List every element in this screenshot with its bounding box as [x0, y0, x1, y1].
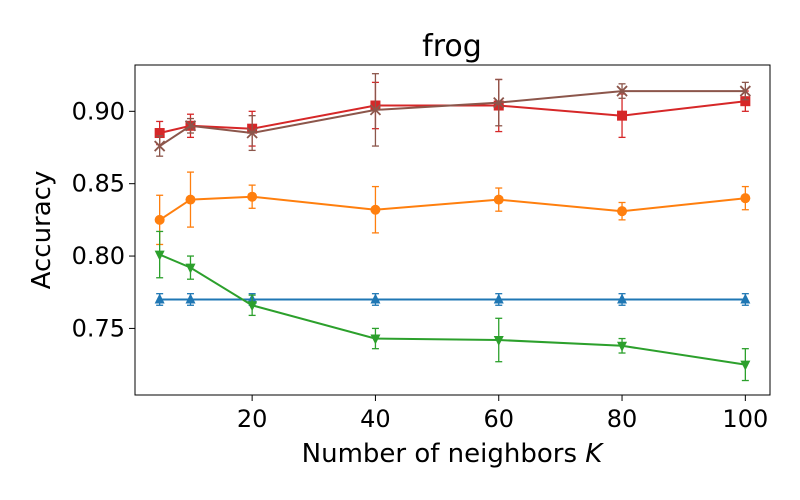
data-point	[247, 301, 258, 312]
chart-title: frog	[422, 29, 482, 64]
x-axis-label: Number of neighbors K	[302, 439, 605, 469]
series-1	[154, 293, 751, 306]
data-point	[154, 128, 165, 139]
data-point	[185, 293, 196, 304]
data-point	[617, 341, 628, 352]
y-axis: 0.75 0.80 0.85 0.90	[72, 97, 135, 342]
data-point	[369, 104, 382, 116]
data-point	[370, 334, 381, 345]
data-point	[740, 193, 751, 204]
series-3	[154, 230, 751, 382]
data-point	[493, 336, 504, 346]
data-point	[617, 206, 628, 217]
data-point	[617, 110, 628, 121]
y-tick-label: 0.75	[72, 314, 125, 342]
x-tick-label: 100	[722, 405, 768, 433]
series-4	[154, 78, 751, 147]
y-tick-label: 0.85	[72, 170, 125, 198]
data-point	[154, 214, 165, 225]
data-point	[247, 191, 258, 202]
series-line	[159, 253, 746, 366]
data-point	[154, 250, 165, 261]
x-tick-label: 40	[360, 405, 391, 433]
y-tick-label: 0.80	[72, 242, 125, 270]
series-2	[154, 171, 751, 246]
axes-frame	[134, 64, 771, 396]
data-point	[740, 96, 751, 107]
x-tick-label: 60	[483, 405, 514, 433]
data-point	[184, 120, 197, 132]
data-point	[617, 293, 628, 304]
x-axis-label-text: Number of neighbors	[302, 439, 577, 469]
data-point	[154, 293, 165, 304]
data-point	[493, 96, 505, 109]
data-point	[493, 293, 504, 304]
data-point	[185, 263, 196, 274]
series-5	[154, 73, 751, 157]
data-point	[185, 194, 196, 205]
y-tick-label: 0.90	[72, 97, 125, 125]
x-axis-label-variable: K	[585, 439, 604, 469]
plot-area	[154, 73, 751, 382]
x-tick-label: 80	[607, 405, 638, 433]
x-axis: 20 40 60 80 100	[237, 395, 768, 433]
series-line	[159, 195, 746, 221]
data-point	[370, 204, 381, 215]
data-point	[740, 360, 751, 371]
y-axis-label: Accuracy	[27, 171, 57, 290]
data-point	[370, 293, 381, 304]
data-point	[246, 127, 258, 139]
data-point	[740, 293, 751, 304]
data-point	[616, 85, 628, 97]
data-point	[493, 194, 504, 205]
x-tick-label: 20	[237, 405, 268, 433]
data-point	[154, 140, 166, 152]
data-point	[739, 85, 751, 97]
